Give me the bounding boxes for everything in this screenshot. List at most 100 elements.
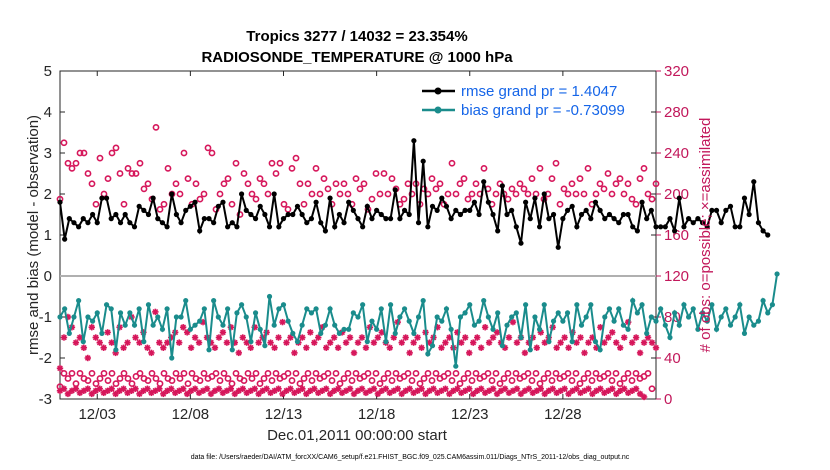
obs-possible-marker xyxy=(344,369,352,377)
obs-assimilated-marker xyxy=(513,385,521,392)
x-axis: 12/03 12/08 12/13 12/18 12/23 12/28 xyxy=(78,71,582,423)
obs-possible-marker xyxy=(584,164,592,172)
obs-possible-marker xyxy=(120,369,128,377)
obs-possible-marker xyxy=(308,190,316,198)
obs-possible-marker xyxy=(268,159,276,167)
bias-point xyxy=(201,306,207,312)
obs-possible-marker xyxy=(648,195,656,203)
bias-point xyxy=(360,302,366,308)
obs-possible-marker xyxy=(384,190,392,198)
rmse-point xyxy=(415,220,422,226)
obs-possible-marker xyxy=(256,175,264,183)
obs-assimilated-marker xyxy=(187,344,195,351)
obs-possible-marker xyxy=(76,369,84,377)
obs-assimilated-marker xyxy=(485,387,493,394)
rmse-point xyxy=(136,203,142,209)
rmse-point xyxy=(262,211,268,218)
obs-assimilated-marker xyxy=(454,385,461,392)
rmse-point xyxy=(341,220,347,226)
obs-assimilated-marker xyxy=(104,329,111,336)
obs-assimilated-marker xyxy=(80,344,88,351)
obs-possible-marker xyxy=(568,180,576,188)
obs-assimilated-marker xyxy=(291,349,298,357)
rmse-point xyxy=(271,191,277,197)
obs-assimilated-marker xyxy=(652,344,660,351)
obs-assimilated-marker xyxy=(56,365,64,372)
rmse-point xyxy=(620,211,627,218)
obs-possible-marker xyxy=(292,369,300,377)
bias-point xyxy=(434,314,440,320)
rmse-point xyxy=(550,211,557,218)
rmse-point xyxy=(406,211,412,218)
bias-point xyxy=(755,318,762,324)
obs-possible-marker xyxy=(196,195,204,203)
rmse-point xyxy=(229,220,235,226)
obs-possible-marker xyxy=(652,180,660,188)
rmse-point xyxy=(280,216,287,222)
rmse-point xyxy=(527,216,533,222)
bias-point xyxy=(313,306,319,312)
obs-possible-marker xyxy=(492,190,500,198)
obs-assimilated-marker xyxy=(477,344,485,351)
x-axis-label: Dec.01,2011 00:00:00 start xyxy=(267,427,448,444)
bias-point xyxy=(606,306,613,312)
rmse-point xyxy=(741,195,748,201)
rmse-point xyxy=(760,228,766,234)
bias-point xyxy=(276,306,282,312)
bias-point xyxy=(518,334,524,341)
obs-assimilated-marker xyxy=(446,334,453,341)
obs-possible-marker xyxy=(536,164,544,172)
rmse-point xyxy=(145,211,152,218)
footnote: data file: /Users/raeder/DAI/ATM_forcXX/… xyxy=(191,454,630,461)
rmse-point xyxy=(723,207,729,213)
rmse-point xyxy=(709,207,715,213)
obs-possible-marker xyxy=(216,190,224,198)
obs-possible-marker xyxy=(644,369,652,377)
bias-point xyxy=(252,310,259,316)
obs-possible-marker xyxy=(556,200,564,208)
obs-assimilated-marker xyxy=(223,339,231,346)
obs-assimilated-marker xyxy=(132,334,139,341)
bias-point xyxy=(732,314,738,320)
obs-assimilated-marker xyxy=(303,344,310,351)
rmse-point xyxy=(658,224,664,230)
bias-point xyxy=(550,318,557,324)
obs-possible-marker xyxy=(300,200,308,208)
bias-point xyxy=(718,314,724,320)
obs-possible-marker xyxy=(632,369,640,377)
obs-possible-marker xyxy=(512,190,520,198)
obs-assimilated-marker xyxy=(446,390,453,398)
bias-point xyxy=(280,302,287,308)
obs-possible-marker xyxy=(564,190,572,198)
rmse-point xyxy=(513,224,519,230)
rmse-point xyxy=(383,216,389,222)
obs-assimilated-marker xyxy=(382,385,390,392)
rmse-point xyxy=(369,216,375,222)
obs-assimilated-marker xyxy=(247,344,254,351)
obs-assimilated-marker xyxy=(378,329,386,336)
rmse-point xyxy=(122,211,128,218)
obs-assimilated-marker xyxy=(160,344,167,351)
series-lines xyxy=(57,138,780,369)
obs-assimilated-marker xyxy=(573,385,580,392)
rmse-point xyxy=(201,216,207,222)
rmse-point xyxy=(257,203,263,209)
obs-assimilated-marker xyxy=(239,385,246,392)
obs-possible-marker xyxy=(264,369,272,377)
obs-possible-marker xyxy=(260,180,268,188)
bias-point xyxy=(234,310,240,316)
rmse-point xyxy=(387,216,394,222)
obs-assimilated-marker xyxy=(553,344,560,351)
rmse-point xyxy=(592,199,599,205)
rmse-point xyxy=(676,195,682,201)
obs-possible-marker xyxy=(388,175,396,183)
obs-possible-marker xyxy=(520,185,528,193)
bias-point xyxy=(476,318,482,324)
obs-possible-marker xyxy=(136,159,144,167)
obs-possible-marker xyxy=(212,369,220,377)
obs-possible-marker xyxy=(272,369,280,377)
obs-possible-marker xyxy=(184,380,192,388)
rmse-point xyxy=(299,211,305,218)
bias-point xyxy=(644,330,650,336)
obs-possible-marker xyxy=(140,185,148,193)
